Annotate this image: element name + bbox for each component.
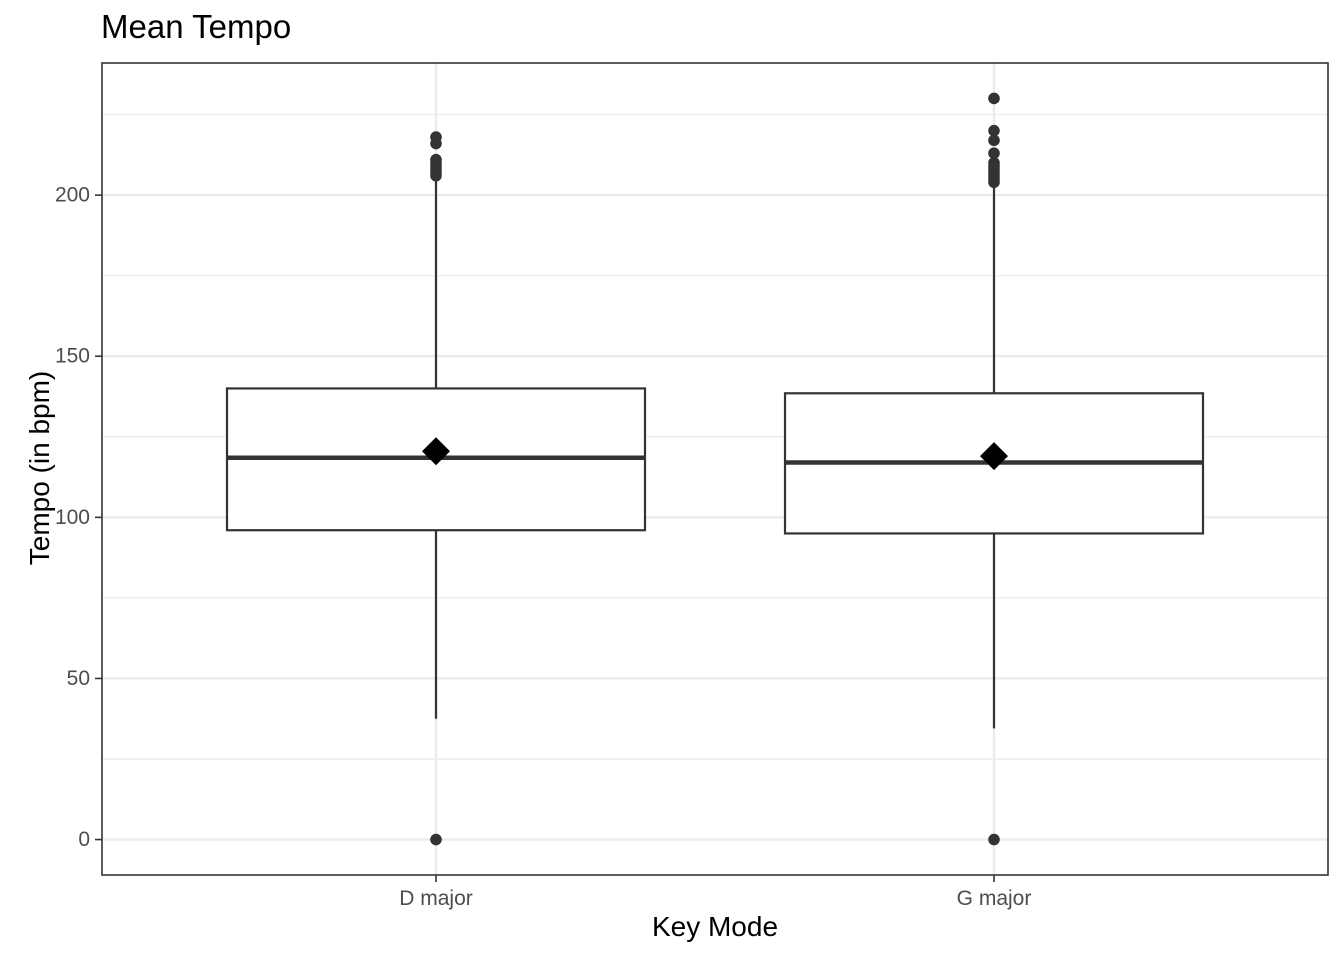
panel-border xyxy=(101,62,1329,876)
y-tick-label: 50 xyxy=(67,667,90,690)
y-tick-label: 0 xyxy=(78,828,90,851)
outlier-point xyxy=(988,92,1000,105)
y-tick-label: 200 xyxy=(55,184,90,207)
outlier-point xyxy=(988,157,1000,169)
x-axis-label: Key Mode xyxy=(651,911,779,942)
mean-marker xyxy=(980,442,1008,471)
y-tick-label: 100 xyxy=(55,506,90,529)
x-tick-label: D major xyxy=(399,887,473,910)
outlier-point xyxy=(988,833,1000,846)
outlier-point xyxy=(988,147,1000,160)
x-tick-label: G major xyxy=(957,887,1032,910)
outlier-point xyxy=(988,124,1000,137)
chart-title: Mean Tempo xyxy=(101,8,292,45)
outlier-point xyxy=(430,153,442,166)
outlier-point xyxy=(430,833,442,846)
y-tick-label: 150 xyxy=(55,345,90,368)
outlier-point xyxy=(430,131,442,143)
outlier-point xyxy=(988,134,1000,147)
y-axis-label: Tempo (in bpm) xyxy=(24,370,55,566)
mean-marker xyxy=(422,437,450,466)
